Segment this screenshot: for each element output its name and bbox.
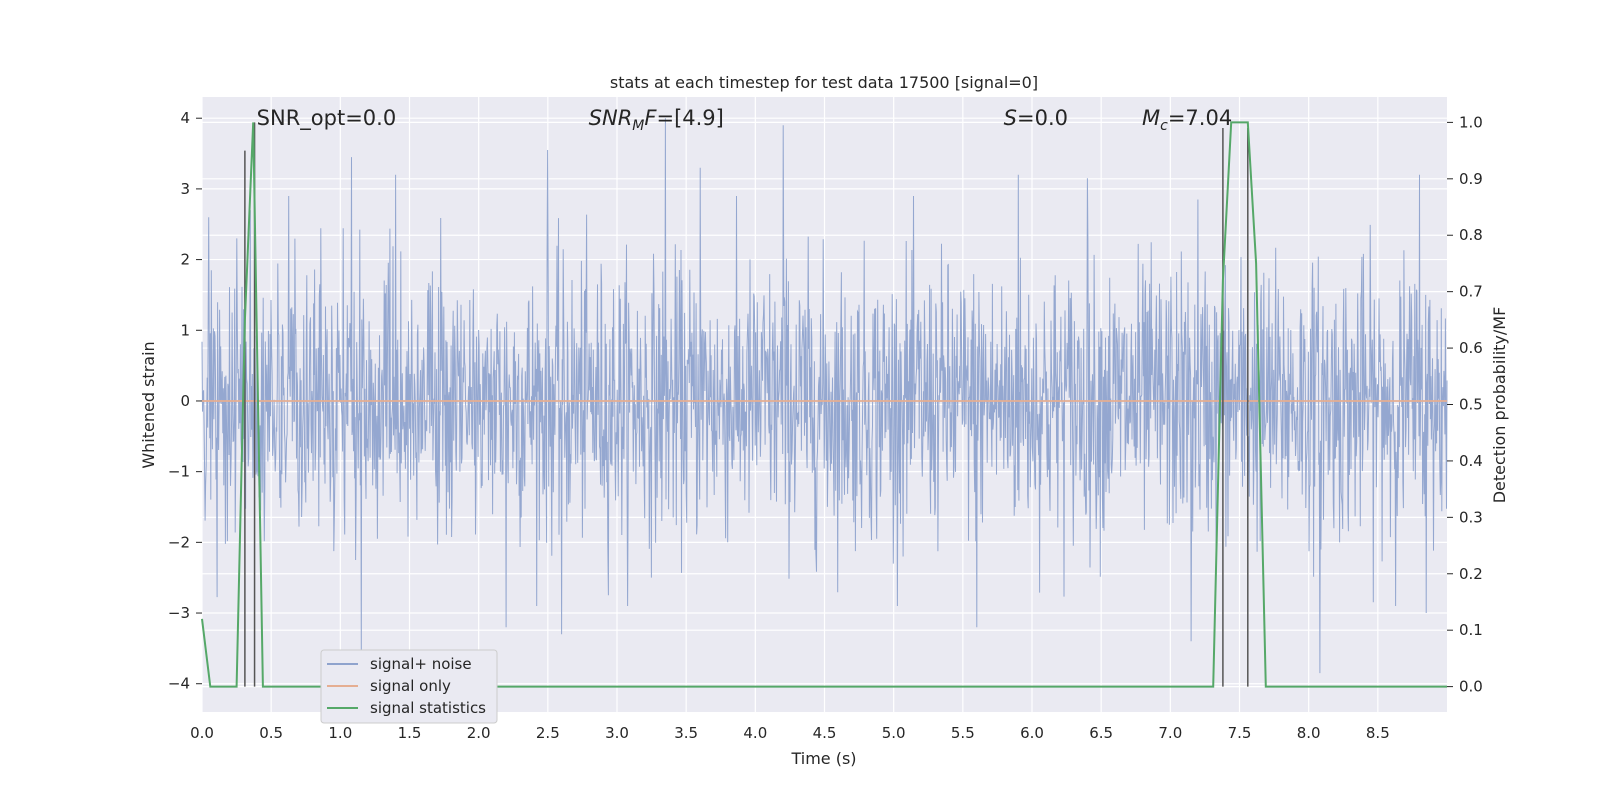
x-tick-label: 3.0: [605, 724, 629, 742]
y-tick-label: 3: [180, 180, 190, 198]
legend-label-signal-statistics: signal statistics: [370, 699, 486, 717]
legend: signal+ noise signal only signal statist…: [320, 649, 498, 724]
annotation-text: SNR_opt=0.0: [257, 106, 397, 131]
x-tick-label: 4.5: [813, 724, 837, 742]
y2-tick-label: 0.5: [1459, 396, 1483, 414]
x-tick-label: 2.5: [536, 724, 560, 742]
x-tick-label: 1.5: [398, 724, 422, 742]
signal-statistics-line: [201, 121, 1447, 688]
y-axis-label: Whitened strain: [139, 341, 158, 468]
x-tick-label: 0.5: [259, 724, 283, 742]
annotation-text: S=0.0: [1004, 106, 1068, 130]
annotation-text: SNRMF=[4.9]: [589, 106, 724, 134]
x-tick-label: 1.0: [328, 724, 352, 742]
y2-tick-label: 1.0: [1459, 113, 1483, 131]
y2-tick-label: 0.1: [1459, 621, 1483, 639]
x-tick-label: 8.5: [1366, 724, 1390, 742]
signal-noise-line: [201, 118, 1448, 674]
x-tick-label: 5.5: [951, 724, 975, 742]
y2-axis-label: Detection probability/MF: [1490, 307, 1509, 504]
x-tick-label: 8.0: [1297, 724, 1321, 742]
x-tick-label: 6.5: [1089, 724, 1113, 742]
y2-tick-label: 0.8: [1459, 226, 1483, 244]
annotation-text: Mc=7.04: [1142, 106, 1232, 134]
annotations: SNR_opt=0.0 SNRMF=[4.9] S=0.0 Mc=7.04: [257, 106, 1233, 134]
y2-tick-label: 0.7: [1459, 283, 1483, 301]
x-tick-label: 7.0: [1158, 724, 1182, 742]
y-tick-label: 2: [180, 251, 190, 269]
x-axis-label: Time (s): [790, 749, 856, 768]
y-tick-label: −3: [168, 604, 190, 622]
y2-tick-label: 0.2: [1459, 565, 1483, 583]
y2-tick-label: 0.6: [1459, 339, 1483, 357]
y2-tick-label: 0.4: [1459, 452, 1483, 470]
x-tick-label: 7.5: [1228, 724, 1252, 742]
x-tick-labels: 0.0 0.5 1.0 1.5 2.0 2.5 3.0 3.5 4.0 4.5 5.0 5.5 6.0 6…: [190, 724, 1390, 742]
chart-title: stats at each timestep for test data 175…: [610, 73, 1038, 92]
x-tick-label: 2.0: [467, 724, 491, 742]
y-tick-label: −4: [168, 675, 190, 693]
x-tick-label: 0.0: [190, 724, 214, 742]
y-tick-label: 0: [180, 392, 190, 410]
series-signal-statistics: [201, 121, 1447, 688]
series-signal-noise: [201, 118, 1448, 674]
y-tick-label: 1: [180, 321, 190, 339]
x-tick-label: 6.0: [1020, 724, 1044, 742]
y2-tick-label: 0.9: [1459, 170, 1483, 188]
legend-label-signal-only: signal only: [370, 677, 451, 695]
y2-tick-labels: 1.0 0.9 0.8 0.7 0.6 0.5 0.4 0.3 0.2 0.1 0.0: [1447, 113, 1483, 696]
legend-box: [320, 649, 498, 724]
x-tick-label: 3.5: [674, 724, 698, 742]
y-tick-label: −1: [168, 463, 190, 481]
x-tick-label: 4.0: [743, 724, 767, 742]
legend-label-signal-noise: signal+ noise: [370, 655, 472, 673]
y2-tick-label: 0.0: [1459, 678, 1483, 696]
x-tick-label: 5.0: [882, 724, 906, 742]
y-tick-label: 4: [180, 109, 190, 127]
y2-tick-label: 0.3: [1459, 508, 1483, 526]
y-tick-labels: 4 3 2 1 0 −1 −2 −3 −4: [168, 109, 202, 693]
y-tick-label: −2: [168, 533, 190, 551]
